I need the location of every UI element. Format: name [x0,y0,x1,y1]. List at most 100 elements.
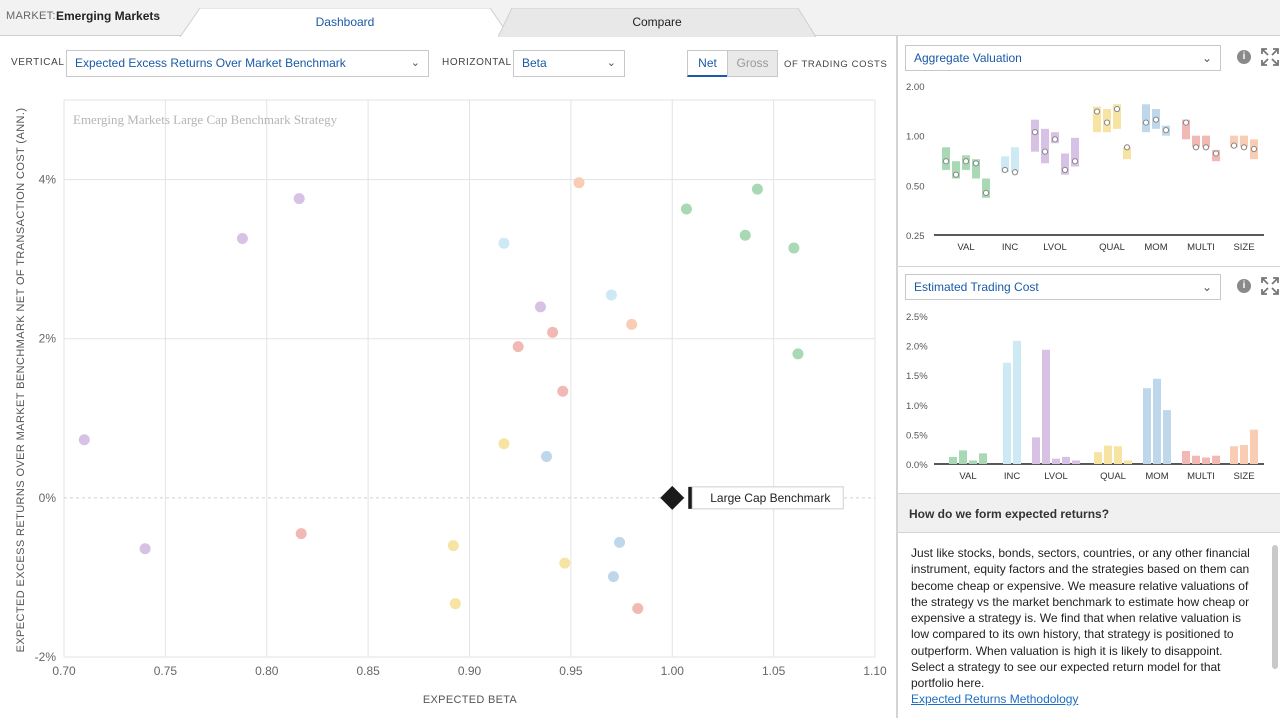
strategy-point [236,232,248,244]
horizontal-select[interactable]: Beta ⌄ [513,50,625,77]
category-label: SIZE [1233,242,1254,253]
methodology-link[interactable]: Expected Returns Methodology [911,692,1079,706]
current-valuation-marker [982,189,990,196]
y-tick-label: 1.0% [906,401,928,412]
strategy-point [139,543,151,555]
trading-cost-bar [1163,410,1171,464]
net-toggle[interactable]: Net [687,50,728,77]
category-label: LVOL [1044,471,1068,482]
explanation-paragraph: Just like stocks, bonds, sectors, countr… [911,546,1250,691]
current-valuation-marker [1113,105,1121,113]
y-tick-label: 1.00 [906,132,925,143]
current-valuation-marker [1250,145,1258,153]
x-axis-title: EXPECTED BETA [422,694,518,706]
strategy-point [607,571,619,583]
y-tick-label: 1.5% [906,371,928,382]
chevron-down-icon: ⌄ [1201,280,1212,294]
trading-cost-bar [1212,455,1220,464]
current-valuation-marker [942,158,950,165]
strategy-point [605,289,617,301]
strategy-point [547,326,559,338]
strategy-point [498,438,510,450]
current-valuation-marker [962,158,970,165]
current-valuation-marker [1230,142,1238,149]
vertical-select[interactable]: Expected Excess Returns Over Market Benc… [66,50,429,77]
tab-compare[interactable]: Compare [498,8,816,37]
scrollbar[interactable] [1272,545,1278,669]
trading-cost-bar [1124,460,1132,464]
trading-cost-bar [1104,445,1112,464]
strategy-point [792,348,804,360]
strategy-point [626,318,638,330]
trading-cost-bar [979,453,987,464]
category-label: INC [1002,242,1019,253]
strategy-point [498,237,510,249]
info-icon[interactable]: i [1237,279,1251,293]
strategy-point [78,434,90,446]
tab-compare-label: Compare [632,15,682,29]
x-tick-label: 1.05 [762,664,786,678]
category-label: LVOL [1043,242,1067,253]
strategy-point [559,557,571,569]
current-valuation-marker [1011,169,1019,176]
top-bar: MARKET: Emerging Markets ⌄ Dashboard Com… [0,0,1280,37]
chevron-down-icon: ⌄ [606,57,616,69]
valuation-bar [1182,119,1190,140]
current-valuation-marker [1031,129,1039,136]
valuation-bar [952,161,960,179]
expand-icon[interactable] [1261,277,1279,295]
tab-dashboard[interactable]: Dashboard [180,8,510,37]
trading-cost-bar [969,460,977,464]
trading-cost-bar [1062,456,1070,464]
trading-cost-bar [959,450,967,464]
trading-cost-bar [1182,450,1190,464]
y-tick-label: 2% [39,332,57,346]
current-valuation-marker [1001,166,1009,174]
strategy-point [449,598,461,610]
gross-toggle[interactable]: Gross [727,50,778,77]
expand-icon[interactable] [1261,48,1279,66]
x-tick-label: 0.85 [356,664,380,678]
strategy-point [447,540,459,552]
horizontal-select-value: Beta [522,56,547,70]
aggregate-valuation-chart: 2.00 1.00 0.50 0.25 VAL INC LVOL QUAL MOM MULTI SI… [906,82,1264,253]
current-valuation-marker [1142,119,1150,126]
current-valuation-marker [1041,148,1049,155]
trading-cost-select[interactable]: Estimated Trading Cost ⌄ [905,274,1221,300]
current-valuation-marker [1061,166,1069,174]
trading-cost-bar [949,456,957,464]
category-label: MOM [1145,471,1168,482]
trading-cost-bar [1072,460,1080,464]
trading-cost-bar [1042,349,1050,464]
chart-title: Emerging Markets Large Cap Benchmark Str… [73,112,338,127]
strategy-point [788,242,800,254]
category-label: VAL [959,471,976,482]
valuation-bar [1071,137,1079,167]
trading-cost-bar [1094,452,1102,464]
chevron-down-icon[interactable]: ⌄ [152,8,162,20]
current-valuation-marker [1071,158,1079,165]
trading-cost-select-value: Estimated Trading Cost [914,280,1039,294]
info-icon[interactable]: i [1237,50,1251,64]
trading-cost-bar [1250,429,1258,464]
valuation-bar [1230,135,1238,148]
horizontal-label: HORIZONTAL [442,57,512,68]
y-tick-label: 0.50 [906,181,925,192]
current-valuation-marker [1152,116,1160,123]
trading-costs-label: OF TRADING COSTS [784,59,888,70]
trading-cost-bar [1003,362,1011,464]
chevron-down-icon: ⌄ [410,57,420,69]
valuation-select[interactable]: Aggregate Valuation ⌄ [905,45,1221,71]
category-label: MULTI [1187,242,1215,253]
valuation-bar [1192,135,1200,148]
strategy-point [541,450,553,462]
benchmark-marker [660,485,685,510]
current-valuation-marker [1212,150,1220,157]
current-valuation-marker [952,171,960,178]
trading-cost-bar [1230,446,1238,464]
market-selector[interactable]: Emerging Markets [56,9,161,23]
valuation-bar [1001,156,1009,173]
benchmark-label: Large Cap Benchmark [710,491,831,505]
strategy-point [557,385,569,397]
y-tick-label: 2.0% [906,342,928,353]
